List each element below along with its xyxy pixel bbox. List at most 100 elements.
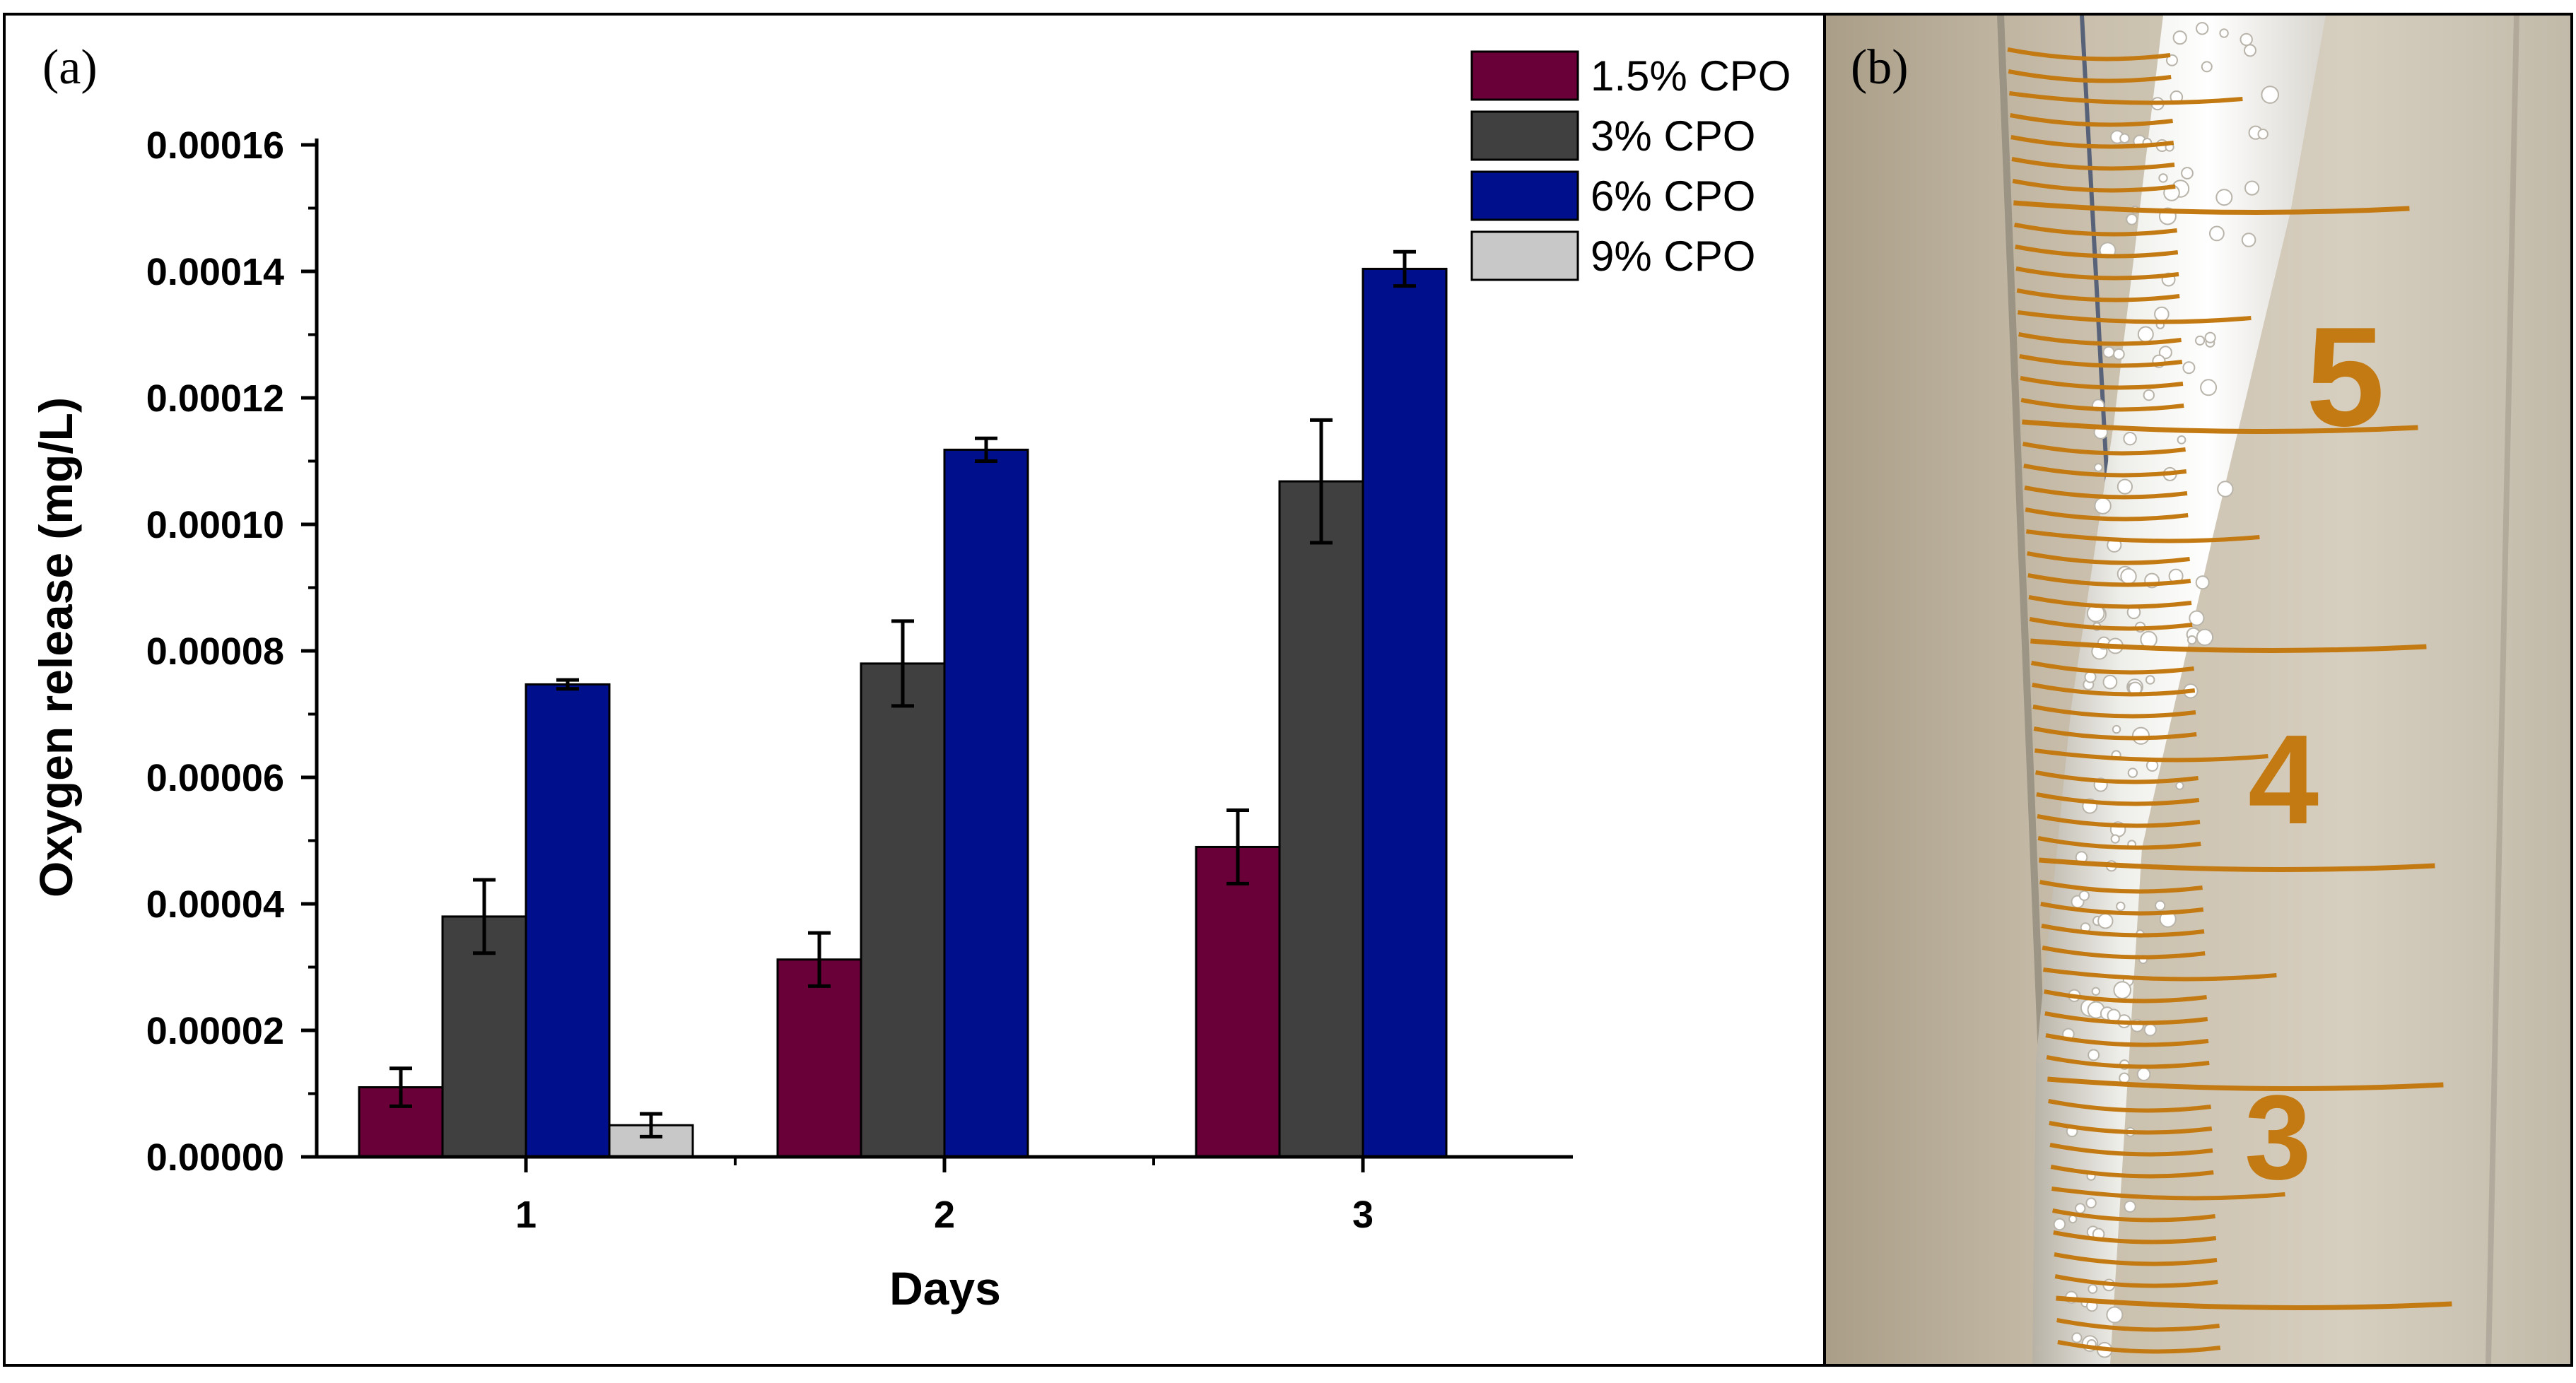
panel-a-chart: (a) 0.000000.000020.000040.000060.000080… — [30, 40, 1791, 1314]
y-tick-label: 0.00000 — [146, 1136, 284, 1179]
graduation-tick — [2015, 266, 2179, 281]
graduation-tick — [2032, 705, 2196, 719]
legend-swatch — [1470, 170, 1579, 221]
tube-right-edge — [2486, 16, 2519, 1364]
bubble — [2257, 129, 2268, 140]
bubble — [2155, 900, 2166, 912]
graduation-tick — [2040, 902, 2204, 916]
bubble — [2219, 28, 2229, 38]
bubble — [2112, 724, 2121, 734]
graduation-tick — [2009, 91, 2243, 105]
graduation-tick — [2011, 157, 2175, 171]
bubble — [2166, 54, 2178, 66]
graduation-tick — [2028, 595, 2192, 609]
bubble — [2113, 981, 2131, 999]
graduation-tick — [2042, 946, 2206, 960]
bubble — [2088, 1049, 2100, 1061]
bubble — [2094, 463, 2103, 472]
y-tick-label: 0.00004 — [146, 883, 284, 926]
graduation-tick — [2013, 200, 2410, 215]
graduation-marks — [2007, 47, 2452, 1354]
bubble — [2110, 834, 2120, 844]
bubble — [2106, 1306, 2124, 1324]
graduation-tick — [2029, 617, 2193, 631]
legend-swatch — [1470, 50, 1579, 101]
graduation-tick — [2045, 1033, 2209, 1047]
bar — [860, 662, 946, 1158]
bubble — [2124, 1200, 2136, 1213]
bar-series — [358, 267, 1448, 1158]
bubble — [2244, 180, 2260, 196]
graduation-tick — [2032, 683, 2196, 697]
bubble — [2102, 674, 2118, 690]
bubble — [2119, 133, 2130, 144]
graduation-tick — [2008, 69, 2172, 83]
bubble — [2240, 33, 2253, 47]
y-axis-ticks: 0.00000 0.00002 0.00004 0.00006 0.00008 0.000… — [146, 124, 317, 1179]
bubble — [2217, 481, 2234, 498]
y-tick-label: 0.00002 — [146, 1010, 284, 1052]
cylinder-photo: 5 4 3 — [1826, 16, 2570, 1364]
bubble — [2196, 628, 2214, 646]
graduation-tick — [2027, 551, 2190, 565]
bubble — [2137, 326, 2154, 343]
graduation-tick — [2022, 442, 2186, 456]
bubble — [2261, 86, 2279, 104]
graduation-tick — [2022, 419, 2418, 434]
legend-label: 3% CPO — [1591, 112, 1755, 160]
y-tick-label: 0.00006 — [146, 757, 284, 799]
y-tick-label: 0.00012 — [146, 377, 284, 420]
graduation-tick — [2046, 1055, 2210, 1069]
bubble — [2091, 987, 2101, 996]
bubble — [2097, 913, 2114, 929]
bubble — [2200, 379, 2218, 396]
graduation-tick — [2023, 464, 2187, 478]
graduation-tick — [2018, 310, 2252, 324]
graduation-tick — [2020, 398, 2184, 412]
panel-b-label: (b) — [1851, 40, 1909, 95]
graduation-tick — [2018, 332, 2182, 346]
graduation-tick — [2027, 573, 2191, 587]
graduation-tick — [2037, 814, 2201, 828]
bubble — [2187, 635, 2197, 645]
graduation-tick — [2049, 1121, 2213, 1135]
bubble — [2136, 1067, 2151, 1081]
graduation-tick — [2052, 1208, 2215, 1223]
error-bars — [390, 249, 1416, 1138]
graduation-tick — [2056, 1318, 2220, 1332]
bar — [1362, 267, 1448, 1158]
bubble — [2085, 1197, 2097, 1208]
graduation-tick — [2031, 661, 2194, 675]
y-tick-label: 0.00008 — [146, 630, 284, 673]
y-tick-label: 0.00014 — [146, 251, 284, 293]
x-tick-label: 1 — [515, 1194, 537, 1236]
bubble — [2117, 478, 2133, 495]
legend-label: 9% CPO — [1591, 233, 1755, 280]
graduation-tick — [2036, 792, 2200, 806]
bar — [525, 683, 611, 1158]
bubble — [2116, 901, 2126, 912]
graduation-tick — [2020, 376, 2184, 390]
graduation-tick — [2054, 1274, 2218, 1288]
graduation-tick — [2056, 1295, 2452, 1310]
bubble — [2071, 1332, 2083, 1343]
bubble — [2088, 1283, 2098, 1294]
bubble — [2196, 22, 2209, 35]
scale-number-5: 5 — [2306, 298, 2384, 456]
graduation-tick — [2026, 529, 2260, 543]
scale-number-3: 3 — [2244, 1071, 2312, 1205]
graduation-tick — [2048, 1099, 2211, 1113]
legend-swatch — [1470, 230, 1579, 281]
legend-label: 6% CPO — [1591, 172, 1755, 220]
bubble — [2158, 346, 2172, 360]
x-tick-label: 3 — [1352, 1194, 1374, 1236]
graduation-tick — [2016, 288, 2180, 302]
graduation-tick — [2030, 638, 2427, 653]
bubble — [2078, 890, 2090, 901]
bubble — [2143, 1023, 2157, 1037]
graduation-tick — [2051, 1187, 2285, 1201]
graduation-tick — [2019, 354, 2183, 368]
bubble — [2131, 726, 2150, 745]
panel-a-label: (a) — [42, 40, 98, 95]
